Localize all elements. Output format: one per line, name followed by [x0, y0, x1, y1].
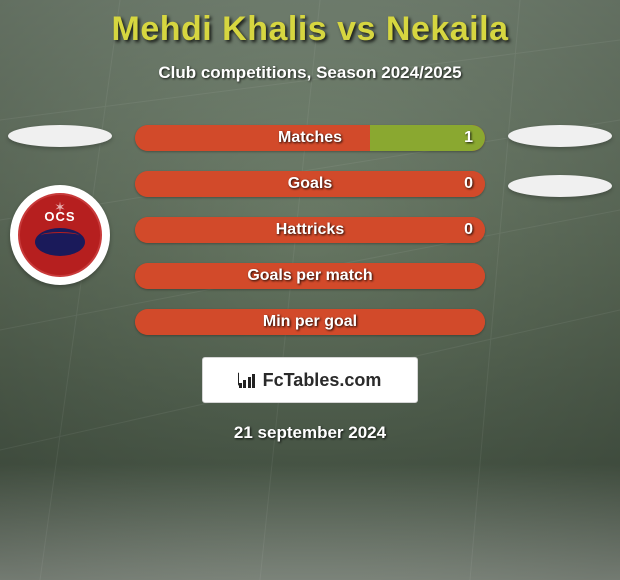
subtitle: Club competitions, Season 2024/2025	[158, 63, 461, 83]
stat-label: Goals	[288, 175, 332, 193]
stat-label: Goals per match	[247, 267, 372, 285]
stat-row: Hattricks 0	[135, 217, 485, 243]
stat-value-right: 1	[464, 129, 473, 147]
club-badge-inner: ✶ OCS	[18, 193, 102, 277]
date-label: 21 september 2024	[234, 423, 386, 443]
bars-chart-icon	[239, 372, 259, 388]
badge-oval-icon	[35, 228, 85, 256]
player2-ellipse-top	[508, 125, 612, 147]
player2-ellipse-bottom	[508, 175, 612, 197]
stat-rows: Matches 1 Goals 0 Hattricks 0 Goals per match M…	[135, 125, 485, 335]
stat-row: Goals 0	[135, 171, 485, 197]
stat-row: Min per goal	[135, 309, 485, 335]
club-badge: ✶ OCS	[10, 185, 110, 285]
stat-label: Matches	[278, 129, 342, 147]
stat-row: Matches 1	[135, 125, 485, 151]
stat-value-right: 0	[464, 175, 473, 193]
stat-value-right: 0	[464, 221, 473, 239]
brand-box[interactable]: FcTables.com	[202, 357, 418, 403]
player1-ellipse	[8, 125, 112, 147]
brand-text: FcTables.com	[263, 370, 382, 391]
stats-area: ✶ OCS Matches 1 Goals 0 Hattricks 0 Goals per …	[0, 125, 620, 335]
stat-label: Hattricks	[276, 221, 344, 239]
page-title: Mehdi Khalis vs Nekaila	[112, 10, 509, 49]
stat-row: Goals per match	[135, 263, 485, 289]
badge-star-icon: ✶	[54, 199, 66, 216]
stat-label: Min per goal	[263, 313, 357, 331]
